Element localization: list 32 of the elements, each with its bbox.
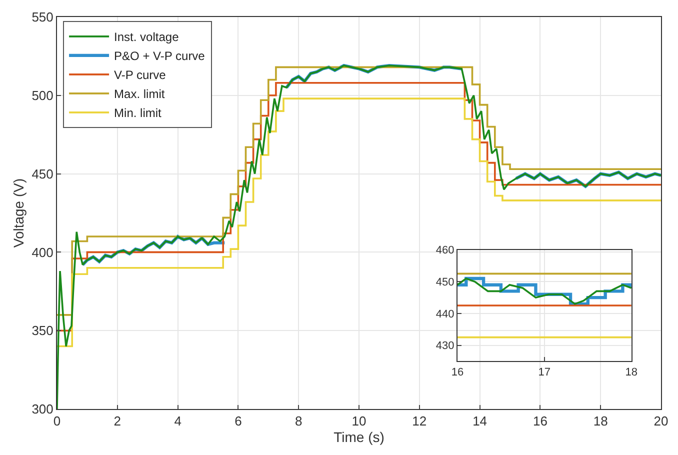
x-tick-label: 14 <box>472 414 488 429</box>
line-series <box>57 64 661 409</box>
y-tick-label: 400 <box>32 244 54 260</box>
x-tick-label: 4 <box>174 414 182 429</box>
x-tick-label: 8 <box>294 414 302 429</box>
x-axis-title: Time (s) <box>334 428 384 445</box>
x-tick-label: 18 <box>625 366 638 378</box>
x-tick-label: 17 <box>538 366 551 378</box>
legend-label: V-P curve <box>114 68 166 82</box>
y-tick-label: 450 <box>32 166 54 182</box>
y-tick-label: 550 <box>32 10 54 25</box>
x-tick-label: 10 <box>352 414 366 429</box>
y-axis-title: Voltage (V) <box>10 178 26 248</box>
x-tick-label: 12 <box>412 414 427 429</box>
x-tick-label: 16 <box>532 414 548 429</box>
legend-label: P&O + V-P curve <box>114 49 206 64</box>
y-tick-label: 450 <box>436 276 454 289</box>
y-tick-label: 430 <box>436 340 454 352</box>
y-tick-label: 300 <box>32 402 54 417</box>
legend-label: Inst. voltage <box>114 30 180 44</box>
y-tick-label: 440 <box>436 308 454 320</box>
x-tick-label: 6 <box>234 414 242 429</box>
x-tick-label: 2 <box>114 414 122 429</box>
x-tick-label: 18 <box>593 414 608 429</box>
y-tick-label: 500 <box>32 88 54 103</box>
legend-label: Max. limit <box>114 87 166 102</box>
y-tick-label: 460 <box>436 244 454 257</box>
x-tick-label: 16 <box>451 366 464 378</box>
legend-label: Min. limit <box>114 106 162 120</box>
y-tick-label: 350 <box>32 323 54 338</box>
x-tick-label: 0 <box>53 414 61 429</box>
x-tick-label: 20 <box>654 414 668 429</box>
